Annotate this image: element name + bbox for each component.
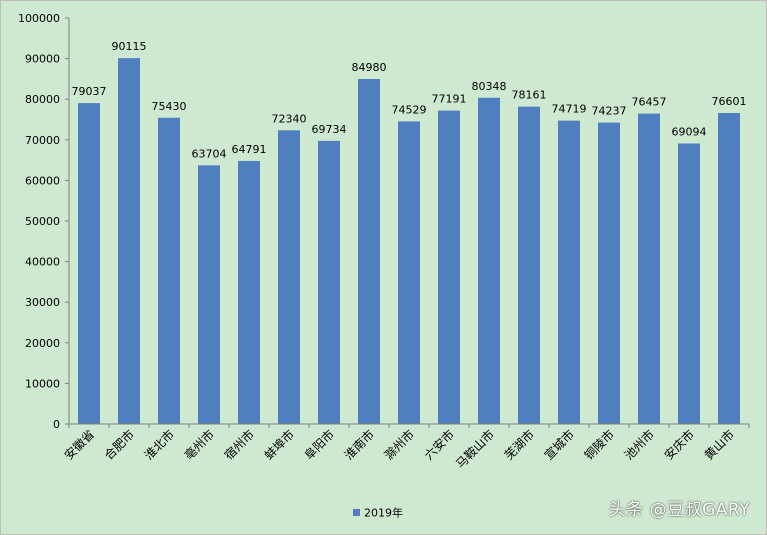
data-label: 79037	[72, 85, 107, 98]
bar	[438, 110, 460, 424]
bar	[598, 122, 620, 424]
watermark: 头条 @豆叔GARY	[608, 500, 750, 520]
bar	[678, 143, 700, 424]
x-tick-label: 蚌埠市	[261, 427, 297, 463]
y-tick-label: 90000	[25, 53, 60, 66]
bar	[198, 165, 220, 424]
bar	[318, 140, 340, 425]
y-tick-label: 70000	[25, 134, 60, 147]
data-label: 84980	[352, 61, 387, 74]
data-label: 90115	[112, 40, 147, 53]
y-axis: 0 10000 20000 30000 40000 50000 60000 70000 8000…	[18, 12, 70, 431]
bar	[478, 97, 500, 425]
y-tick-label: 10000	[25, 377, 60, 390]
x-tick-label: 淮北市	[141, 427, 177, 463]
bar	[118, 58, 140, 425]
data-label: 69734	[312, 123, 347, 136]
x-tick-label: 亳州市	[181, 427, 217, 463]
x-tick-label: 铜陵市	[581, 427, 617, 463]
data-label: 63704	[192, 147, 227, 160]
bar	[638, 113, 660, 424]
data-label: 74237	[592, 105, 627, 118]
bar	[518, 106, 540, 424]
legend: 2019年	[353, 506, 403, 520]
bar	[558, 120, 580, 424]
x-tick-label: 六安市	[421, 427, 457, 463]
x-tick-label: 安庆市	[661, 427, 697, 463]
x-tick-label: 滁州市	[381, 427, 417, 463]
x-tick-label: 淮南市	[341, 427, 377, 463]
data-label: 76457	[632, 96, 667, 109]
x-tick-label: 宿州市	[221, 427, 257, 463]
data-label: 74719	[552, 103, 587, 116]
x-tick-label: 宣城市	[541, 427, 577, 463]
y-tick-label: 100000	[18, 12, 60, 25]
y-tick-label: 0	[53, 418, 60, 431]
bar	[278, 130, 300, 424]
x-tick-label: 黄山市	[701, 427, 737, 463]
data-label: 75430	[152, 100, 187, 113]
y-tick-label: 30000	[25, 296, 60, 309]
y-tick-label: 80000	[25, 93, 60, 106]
bar	[398, 121, 420, 424]
y-tick-label: 60000	[25, 174, 60, 187]
y-tick-label: 20000	[25, 337, 60, 350]
legend-label: 2019年	[364, 506, 403, 520]
x-tick-label: 合肥市	[101, 427, 137, 463]
legend-swatch	[353, 509, 360, 516]
bar	[158, 117, 180, 424]
y-tick-label: 50000	[25, 215, 60, 228]
bar	[718, 112, 740, 424]
data-label: 72340	[272, 112, 307, 125]
x-tick-label: 芜湖市	[501, 427, 537, 463]
bar	[238, 160, 260, 424]
data-label: 77191	[432, 93, 467, 106]
data-label: 76601	[712, 95, 747, 108]
x-tick-label: 安徽省	[61, 427, 97, 463]
bars	[78, 58, 740, 425]
x-tick-label: 马鞍山市	[453, 427, 498, 472]
x-tick-label: 池州市	[621, 427, 657, 463]
data-label: 64791	[232, 143, 267, 156]
data-label: 74529	[392, 103, 427, 116]
bar	[78, 103, 100, 425]
x-tick-label: 阜阳市	[301, 427, 337, 463]
bar	[358, 78, 380, 424]
data-label: 78161	[512, 89, 547, 102]
y-tick-label: 40000	[25, 256, 60, 269]
data-label: 80348	[472, 80, 507, 93]
data-labels: 79037 90115 75430 63704 64791 72340 69734 84980…	[72, 40, 747, 160]
data-label: 69094	[672, 125, 707, 138]
